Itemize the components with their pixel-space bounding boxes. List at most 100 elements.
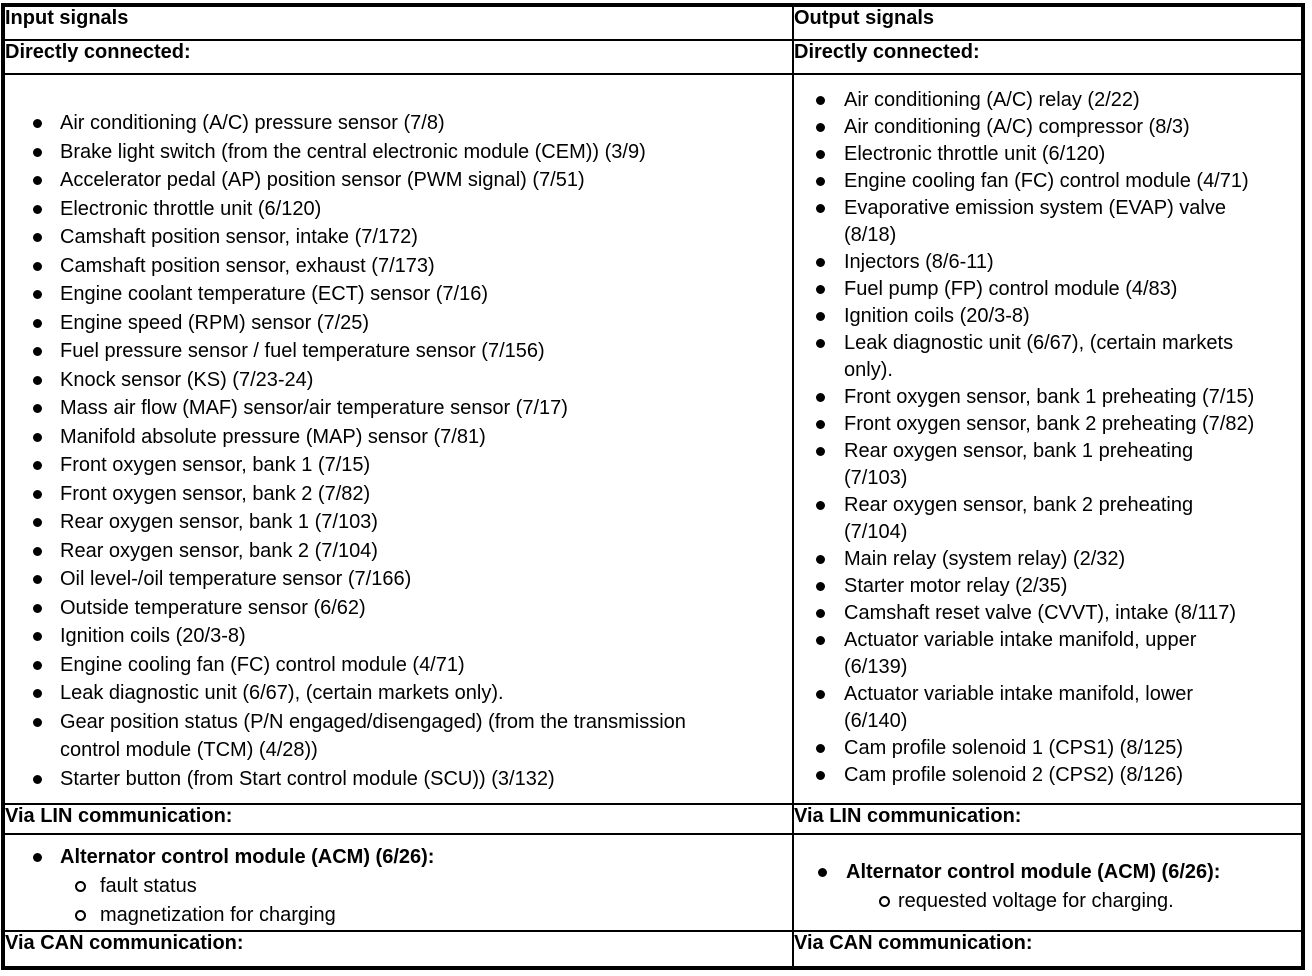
list-item-text: Starter button (from Start control modul…: [60, 767, 555, 790]
list-item-text: Electronic throttle unit (6/120): [60, 197, 322, 220]
bullet-icon: [816, 582, 825, 591]
list-item: Manifold absolute pressure (MAP) sensor …: [5, 423, 788, 452]
bullet-icon: [816, 744, 825, 753]
list-item: Starter motor relay (2/35): [794, 573, 1299, 600]
list-item-text: Accelerator pedal (AP) position sensor (…: [60, 169, 585, 191]
list-item: Front oxygen sensor, bank 2 preheating (…: [794, 411, 1299, 438]
bullet-icon: [33, 347, 42, 356]
list-item: Front oxygen sensor, bank 1 (7/15): [5, 451, 788, 480]
list-item: Knock sensor (KS) (7/23-24): [5, 366, 788, 395]
bullet-icon: [816, 636, 825, 645]
list-item-text: Front oxygen sensor, bank 2 preheating (…: [844, 413, 1255, 435]
list-item: Rear oxygen sensor, bank 2 (7/104): [5, 537, 788, 566]
bullet-icon: [816, 339, 825, 348]
list-item: Engine cooling fan (FC) control module (…: [5, 651, 788, 680]
list-item: Ignition coils (20/3-8): [5, 622, 788, 651]
list-item-text: Evaporative emission system (EVAP) valve…: [844, 197, 1226, 246]
via-can-row: Via CAN communication: Via CAN communica…: [2, 930, 1304, 969]
output-acm-sub-list: requested voltage for charging.: [794, 887, 1301, 916]
list-item: Evaporative emission system (EVAP) valve…: [794, 195, 1299, 249]
bullet-icon: [816, 150, 825, 159]
bullet-icon: [33, 375, 42, 385]
list-item-text: Actuator variable intake manifold, lower…: [844, 683, 1194, 732]
bullet-icon: [33, 603, 42, 613]
list-item: Brake light switch (from the central ele…: [5, 138, 788, 167]
list-item: Front oxygen sensor, bank 2 (7/82): [5, 480, 788, 509]
bullet-icon: [816, 690, 825, 699]
circle-bullet-icon: [75, 910, 86, 921]
list-item-text: Camshaft position sensor, intake (7/172): [60, 226, 418, 248]
list-item-text: Cam profile solenoid 1 (CPS1) (8/125): [844, 737, 1184, 759]
list-item-text: Rear oxygen sensor, bank 1 (7/103): [60, 511, 378, 533]
sub-item-text: magnetization for charging: [100, 904, 336, 926]
list-item: Outside temperature sensor (6/62): [5, 594, 788, 623]
list-item: Actuator variable intake manifold, lower…: [794, 681, 1299, 735]
list-item-text: Front oxygen sensor, bank 2 (7/82): [60, 482, 371, 505]
lin-content-row: Alternator control module (ACM) (6/26): …: [2, 833, 1304, 932]
list-item: Mass air flow (MAF) sensor/air temperatu…: [5, 394, 788, 423]
input-via-lin-label: Via LIN communication:: [2, 803, 794, 835]
bullet-icon: [818, 868, 827, 877]
input-via-can-label: Via CAN communication:: [2, 930, 794, 969]
list-item-text: Actuator variable intake manifold, upper…: [844, 629, 1197, 678]
list-item-text: Fuel pressure sensor / fuel temperature …: [60, 340, 545, 362]
sub-item-text: requested voltage for charging.: [898, 890, 1174, 912]
list-item-text: Engine cooling fan (FC) control module (…: [60, 653, 465, 676]
list-item: Cam profile solenoid 1 (CPS1) (8/125): [794, 735, 1299, 762]
list-item-text: Air conditioning (A/C) compressor (8/3): [844, 116, 1190, 138]
list-item-text: Leak diagnostic unit (6/67), (certain ma…: [60, 682, 504, 704]
list-item-text: Ignition coils (20/3-8): [844, 305, 1030, 327]
bullet-icon: [33, 689, 42, 698]
sub-list-item: requested voltage for charging.: [794, 887, 1301, 916]
list-item: Accelerator pedal (AP) position sensor (…: [5, 166, 788, 195]
bullet-icon: [33, 233, 42, 242]
bullet-icon: [33, 632, 42, 641]
list-item-text: Injectors (8/6-11): [844, 251, 994, 273]
bullet-icon: [33, 204, 42, 214]
output-signals-header: Output signals: [792, 4, 1304, 41]
list-item: Engine coolant temperature (ECT) sensor …: [5, 280, 788, 309]
output-via-can-label: Via CAN communication:: [792, 930, 1304, 969]
list-item-text: Engine coolant temperature (ECT) sensor …: [60, 283, 488, 305]
list-item: Main relay (system relay) (2/32): [794, 546, 1299, 573]
list-item: Leak diagnostic unit (6/67), (certain ma…: [794, 330, 1299, 384]
input-direct-list: Air conditioning (A/C) pressure sensor (…: [5, 75, 792, 793]
list-item-text: Rear oxygen sensor, bank 2 preheating (7…: [844, 494, 1194, 543]
list-item-text: Leak diagnostic unit (6/67), (certain ma…: [844, 332, 1234, 381]
input-acm-sub-list: fault status magnetization for charging: [5, 872, 792, 930]
bullet-icon: [33, 176, 42, 185]
bullet-icon: [33, 774, 42, 784]
list-item: Oil level-/oil temperature sensor (7/166…: [5, 565, 788, 594]
bullet-icon: [33, 147, 42, 157]
bullet-icon: [33, 119, 42, 128]
list-item-text: Front oxygen sensor, bank 1 preheating (…: [844, 386, 1255, 408]
list-item-text: Brake light switch (from the central ele…: [60, 140, 646, 163]
list-item-text: Main relay (system relay) (2/32): [844, 548, 1126, 570]
bullet-icon: [33, 261, 42, 271]
acm-module-label: Alternator control module (ACM) (6/26):: [60, 846, 435, 868]
input-lin-cell: Alternator control module (ACM) (6/26): …: [2, 833, 794, 932]
bullet-icon: [33, 546, 42, 556]
bullet-icon: [816, 393, 825, 402]
list-item: Rear oxygen sensor, bank 1 (7/103): [5, 508, 788, 537]
bullet-icon: [816, 771, 825, 780]
list-item: Electronic throttle unit (6/120): [794, 141, 1299, 168]
list-item: Electronic throttle unit (6/120): [5, 195, 788, 224]
list-item-text: Outside temperature sensor (6/62): [60, 596, 366, 619]
list-item: Camshaft position sensor, exhaust (7/173…: [5, 252, 788, 281]
bullet-icon: [33, 489, 42, 499]
bullet-icon: [816, 96, 825, 105]
list-item: Cam profile solenoid 2 (CPS2) (8/126): [794, 762, 1299, 789]
list-item: Starter button (from Start control modul…: [5, 765, 788, 794]
list-item-text: Knock sensor (KS) (7/23-24): [60, 368, 314, 391]
circle-bullet-icon: [879, 896, 890, 907]
output-direct-cell: Air conditioning (A/C) relay (2/22) Air c…: [792, 73, 1304, 805]
sub-list-item: fault status: [5, 872, 792, 901]
list-item: Camshaft reset valve (CVVT), intake (8/1…: [794, 600, 1299, 627]
bullet-icon: [816, 204, 825, 213]
list-item-text: Camshaft position sensor, exhaust (7/173…: [60, 254, 435, 277]
list-item: Injectors (8/6-11): [794, 249, 1299, 276]
bullet-icon: [33, 717, 42, 727]
list-item: Engine cooling fan (FC) control module (…: [794, 168, 1299, 195]
